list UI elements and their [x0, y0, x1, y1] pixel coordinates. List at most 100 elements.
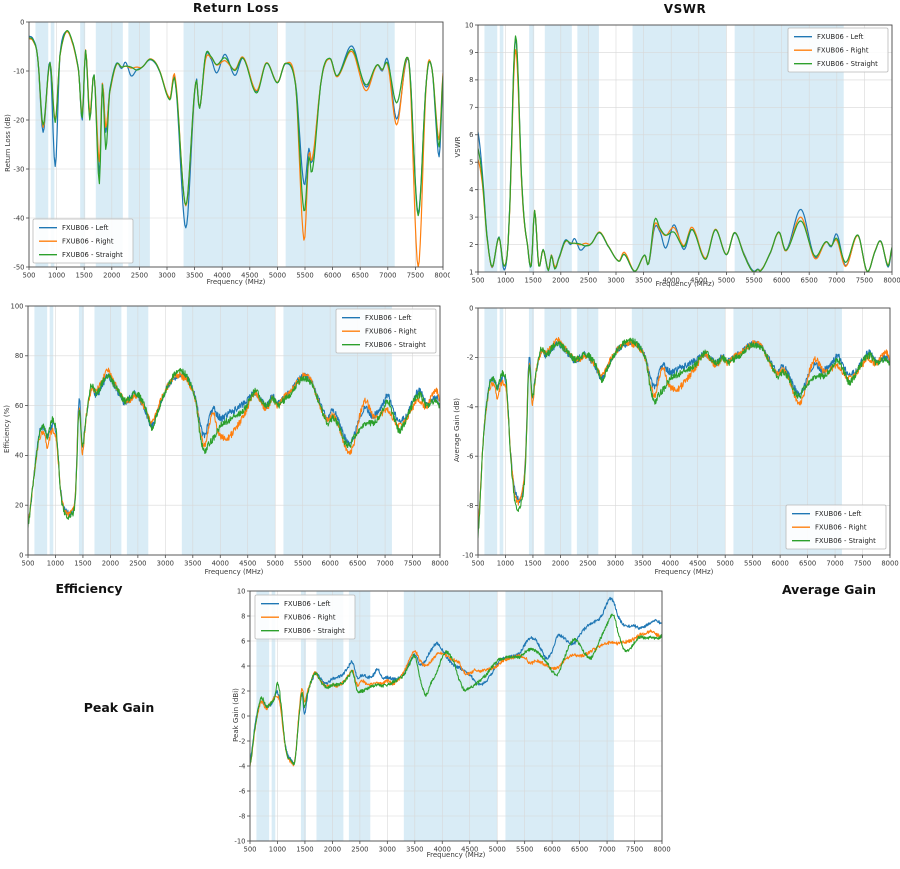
- svg-text:0: 0: [19, 551, 23, 559]
- svg-text:3500: 3500: [406, 846, 423, 854]
- svg-text:10: 10: [237, 587, 246, 595]
- svg-text:2500: 2500: [351, 846, 368, 854]
- svg-text:0: 0: [241, 712, 245, 720]
- legend-box: [785, 504, 887, 550]
- svg-text:-4: -4: [467, 403, 474, 411]
- svg-text:-10: -10: [234, 837, 245, 845]
- plot-border: [27, 305, 441, 556]
- legend-label: FXUB06 - Right: [62, 238, 114, 246]
- svg-text:6: 6: [469, 131, 473, 139]
- svg-text:1500: 1500: [296, 846, 313, 854]
- legend-label: FXUB06 - Left: [815, 510, 862, 518]
- legend-box: [787, 27, 889, 73]
- return-loss-chart: Return Loss Return Loss (dB) Frequency (…: [0, 0, 450, 290]
- svg-text:4000: 4000: [662, 560, 679, 568]
- legend: FXUB06 - Left FXUB06 - Right FXUB06 - Stra…: [254, 594, 356, 640]
- svg-text:7500: 7500: [407, 272, 424, 280]
- svg-text:7500: 7500: [404, 560, 421, 568]
- return-loss-title: Return Loss: [193, 1, 279, 15]
- svg-text:3500: 3500: [186, 272, 203, 280]
- series-fxub06-straight: [478, 35, 892, 272]
- svg-text:6000: 6000: [773, 277, 790, 285]
- svg-text:4500: 4500: [689, 560, 706, 568]
- axis-tick-labels: 500 1000 1500 2000 2500 3000 3500 4000 4500 5000 5…: [11, 302, 449, 567]
- legend-label: FXUB06 - Straight: [817, 60, 878, 68]
- series-lines: [478, 35, 892, 272]
- svg-text:-2: -2: [239, 737, 246, 745]
- svg-text:7000: 7000: [598, 846, 615, 854]
- svg-text:5000: 5000: [489, 846, 506, 854]
- return-loss-plot: 500 1000 1500 2000 2500 3000 3500 4000 4500 5000 5…: [13, 18, 450, 280]
- svg-text:1500: 1500: [76, 272, 93, 280]
- svg-text:4000: 4000: [663, 277, 680, 285]
- legend-label: FXUB06 - Right: [365, 328, 417, 336]
- series-fxub06-straight: [28, 367, 440, 529]
- svg-text:7500: 7500: [856, 277, 873, 285]
- band-region: [632, 25, 727, 272]
- svg-text:8000: 8000: [434, 272, 450, 280]
- svg-text:500: 500: [472, 560, 485, 568]
- svg-text:1500: 1500: [525, 277, 542, 285]
- svg-text:500: 500: [23, 272, 36, 280]
- svg-text:-30: -30: [13, 165, 24, 173]
- svg-text:1000: 1000: [497, 560, 514, 568]
- svg-text:3000: 3000: [379, 846, 396, 854]
- band-region: [484, 25, 498, 272]
- svg-text:1000: 1000: [497, 277, 514, 285]
- legend-box: [254, 594, 356, 640]
- svg-text:4000: 4000: [212, 560, 229, 568]
- svg-text:4500: 4500: [239, 560, 256, 568]
- svg-text:2000: 2000: [103, 272, 120, 280]
- legend-label: FXUB06 - Left: [284, 600, 331, 608]
- band-region: [35, 22, 49, 267]
- band-region: [181, 306, 276, 555]
- svg-text:0: 0: [20, 18, 24, 26]
- svg-text:1000: 1000: [48, 272, 65, 280]
- svg-text:-10: -10: [462, 551, 473, 559]
- svg-text:6000: 6000: [324, 272, 341, 280]
- svg-text:-40: -40: [13, 214, 24, 222]
- svg-text:2500: 2500: [131, 272, 148, 280]
- svg-text:-2: -2: [467, 354, 474, 362]
- svg-text:8: 8: [241, 612, 245, 620]
- vswr-plot: 500 1000 1500 2000 2500 3000 3500 4000 4500 5000 5…: [465, 21, 900, 284]
- svg-text:4000: 4000: [214, 272, 231, 280]
- svg-text:5000: 5000: [718, 277, 735, 285]
- svg-text:7000: 7000: [826, 560, 843, 568]
- svg-text:3000: 3000: [158, 272, 175, 280]
- svg-text:3000: 3000: [607, 560, 624, 568]
- series-fxub06-left: [28, 371, 440, 524]
- axis-tick-labels: 500 1000 1500 2000 2500 3000 3500 4000 4500 5000 5…: [462, 304, 898, 567]
- peak-gain-xlabel: Frequency (MHz): [426, 851, 486, 859]
- svg-text:2000: 2000: [102, 560, 119, 568]
- svg-text:3500: 3500: [635, 277, 652, 285]
- svg-text:-6: -6: [467, 453, 474, 461]
- svg-text:5000: 5000: [717, 560, 734, 568]
- efficiency-plot: 500 1000 1500 2000 2500 3000 3500 4000 4500 5000 5…: [11, 302, 449, 567]
- legend-label: FXUB06 - Left: [62, 224, 109, 232]
- band-region: [529, 25, 535, 272]
- svg-text:8000: 8000: [653, 846, 670, 854]
- average-gain-plot: 500 1000 1500 2000 2500 3000 3500 4000 4500 5000 5…: [462, 304, 898, 567]
- legend: FXUB06 - Left FXUB06 - Right FXUB06 - Stra…: [785, 504, 887, 550]
- vswr-title: VSWR: [663, 2, 707, 16]
- legend-label: FXUB06 - Straight: [365, 341, 426, 349]
- legend: FXUB06 - Left FXUB06 - Right FXUB06 - Stra…: [32, 218, 134, 264]
- svg-text:1500: 1500: [74, 560, 91, 568]
- series-lines: [28, 367, 440, 529]
- legend-label: FXUB06 - Right: [284, 614, 336, 622]
- return-loss-xlabel: Frequency (MHz): [206, 278, 266, 286]
- band-region: [183, 22, 278, 267]
- efficiency-chart: Efficiency (%) Frequency (MHz) 500 1000 15…: [0, 290, 455, 580]
- svg-text:6500: 6500: [571, 846, 588, 854]
- svg-text:4: 4: [241, 662, 245, 670]
- axis-tick-labels: 500 1000 1500 2000 2500 3000 3500 4000 4500 5000 5…: [465, 21, 900, 284]
- svg-text:3: 3: [469, 213, 473, 221]
- svg-text:3500: 3500: [184, 560, 201, 568]
- svg-text:-4: -4: [239, 762, 246, 770]
- svg-text:-20: -20: [13, 116, 24, 124]
- svg-text:500: 500: [22, 560, 35, 568]
- series-lines: [478, 336, 890, 539]
- svg-text:3500: 3500: [634, 560, 651, 568]
